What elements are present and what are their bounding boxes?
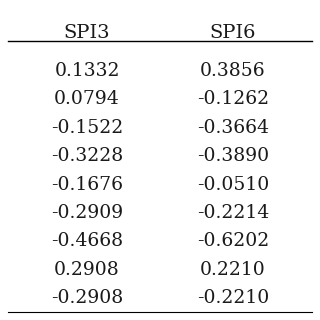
Text: -0.1676: -0.1676 [51,176,123,194]
Text: 0.1332: 0.1332 [54,62,120,80]
Text: SPI3: SPI3 [64,24,110,42]
Text: -0.1522: -0.1522 [51,119,123,137]
Text: -0.6202: -0.6202 [197,232,269,250]
Text: -0.3664: -0.3664 [197,119,269,137]
Text: 0.3856: 0.3856 [200,62,266,80]
Text: -0.2909: -0.2909 [51,204,123,222]
Text: -0.2214: -0.2214 [197,204,269,222]
Text: 0.0794: 0.0794 [54,91,120,108]
Text: -0.2908: -0.2908 [51,289,123,307]
Text: -0.0510: -0.0510 [197,176,269,194]
Text: 0.2210: 0.2210 [200,261,266,279]
Text: -0.4668: -0.4668 [51,232,123,250]
Text: -0.1262: -0.1262 [197,91,269,108]
Text: -0.3228: -0.3228 [51,147,123,165]
Text: SPI6: SPI6 [210,24,256,42]
Text: -0.2210: -0.2210 [197,289,269,307]
Text: 0.2908: 0.2908 [54,261,120,279]
Text: -0.3890: -0.3890 [197,147,269,165]
